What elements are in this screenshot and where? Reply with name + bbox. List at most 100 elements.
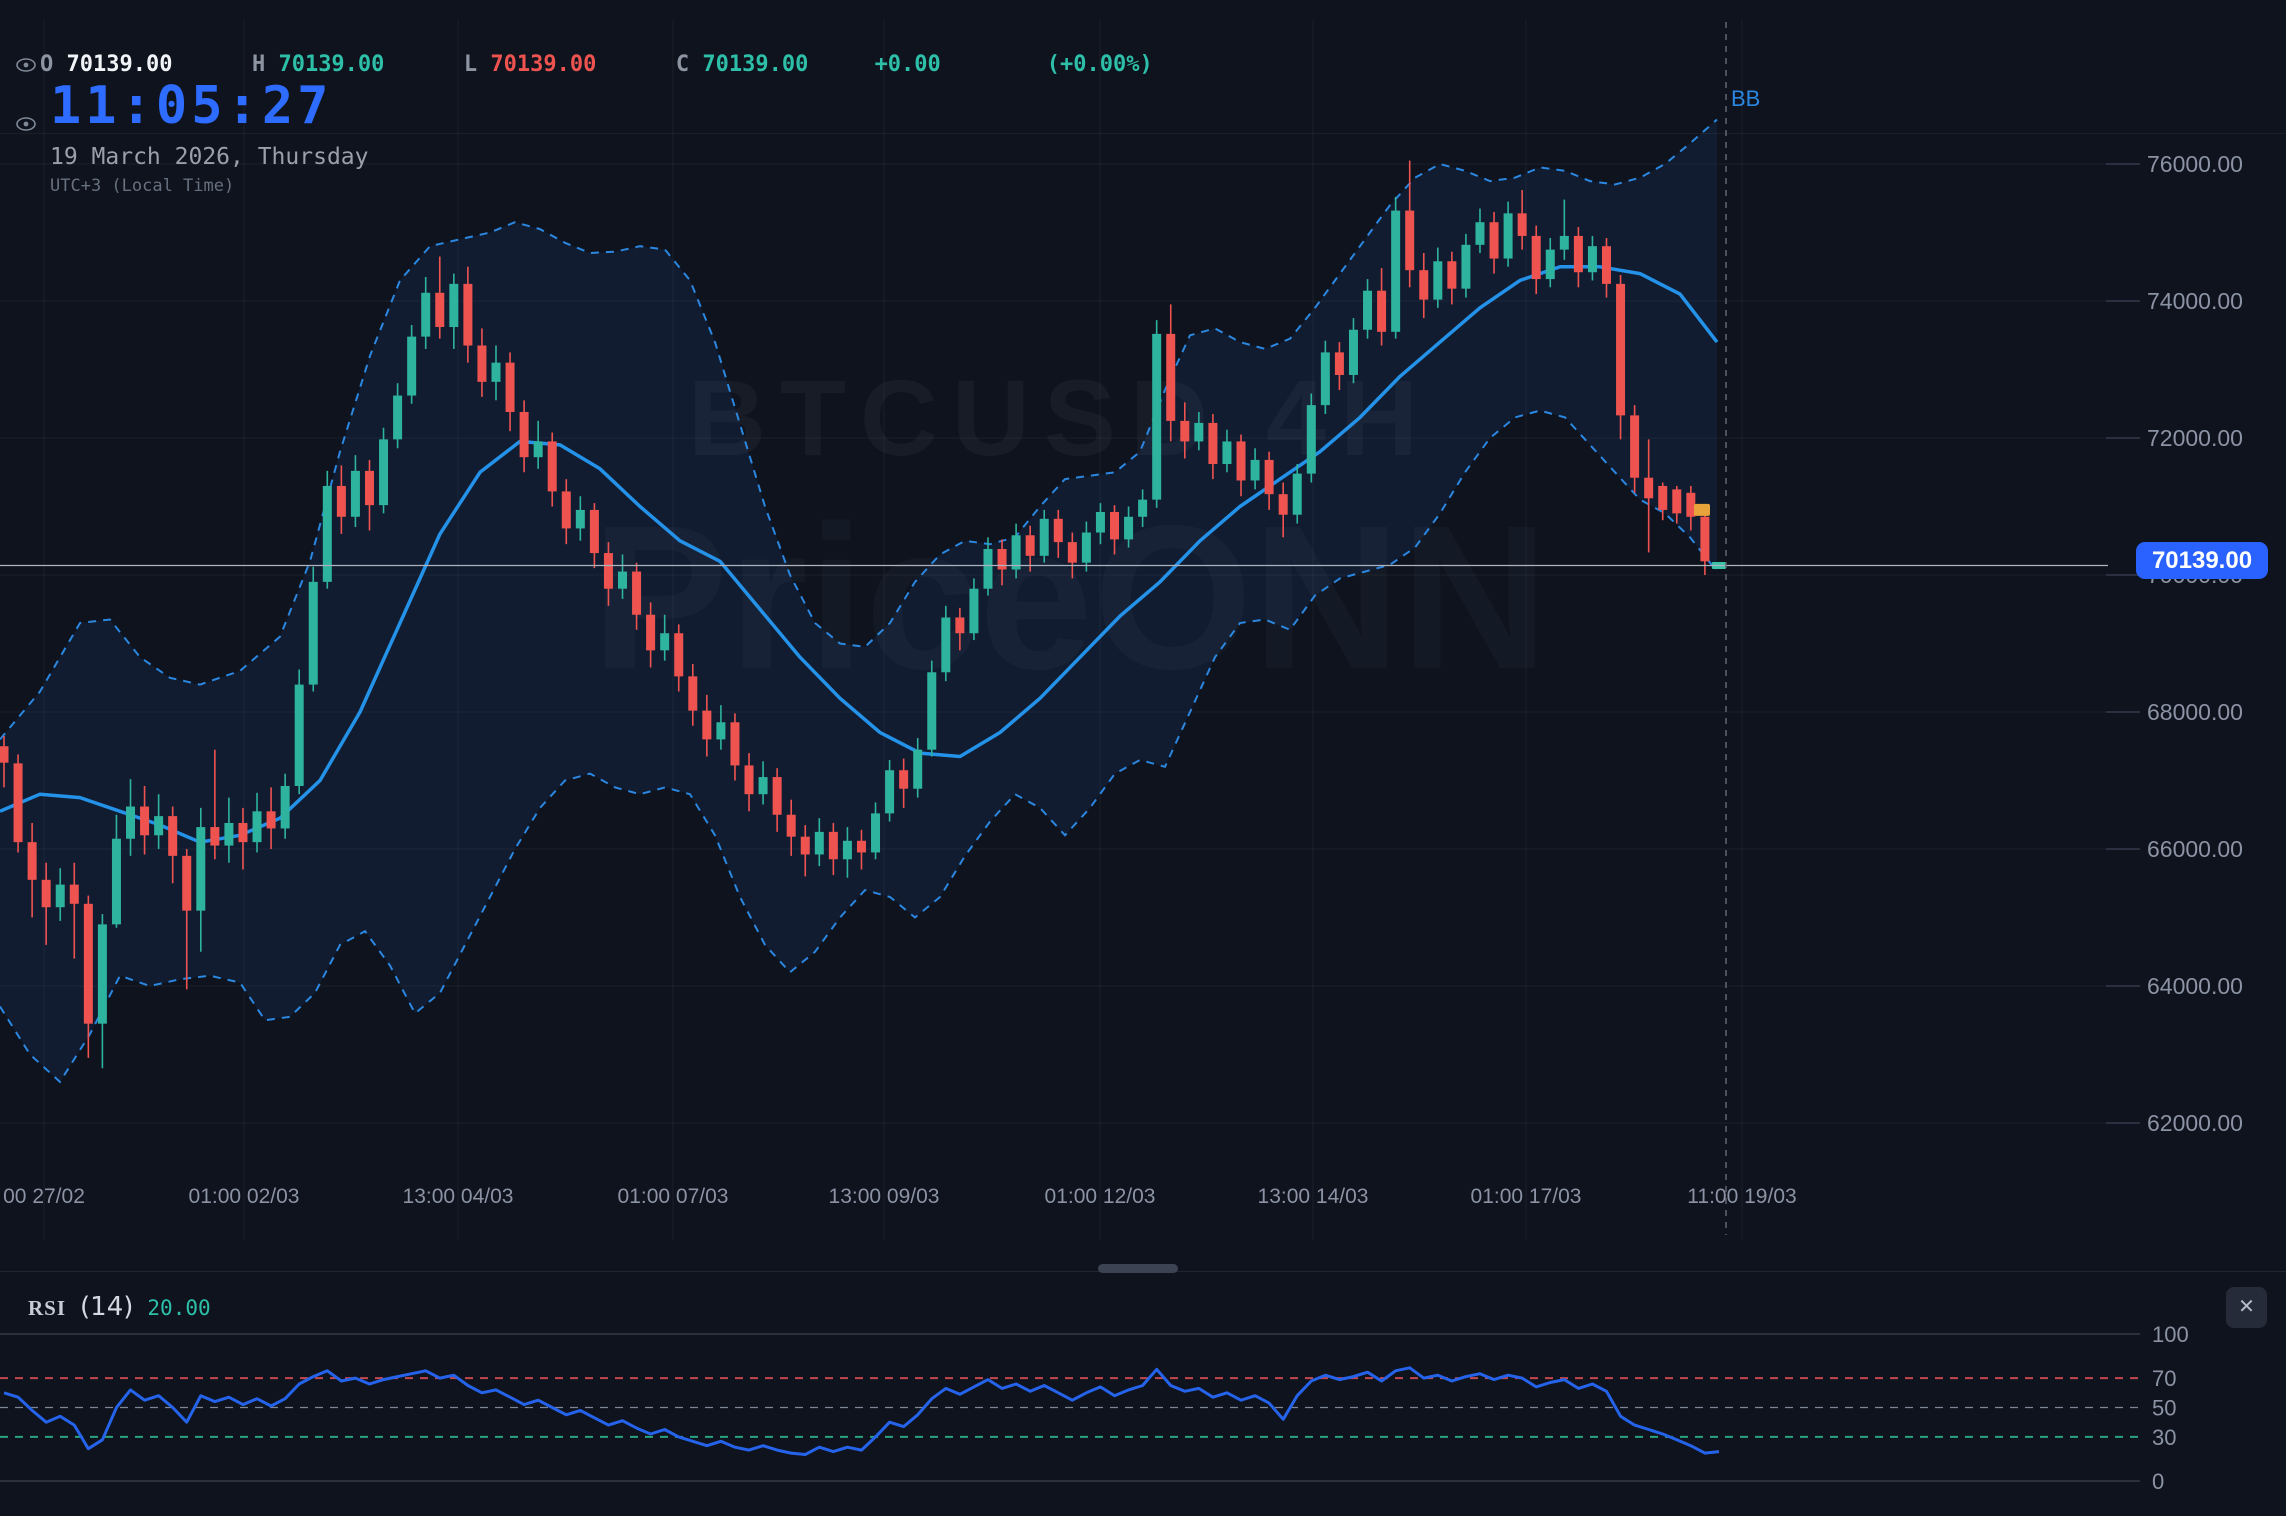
candle [1559,199,1569,260]
candle-body [435,292,445,328]
candle [702,694,712,757]
candle-body [393,395,403,440]
candle [350,455,360,528]
rsi-header: RSI (14) 20.00 [28,1292,211,1322]
candle [1166,304,1176,442]
candle [1419,253,1429,319]
candle-body [421,292,431,337]
candle-body [55,884,65,908]
candle-body [1658,485,1668,510]
candle-body [13,763,23,843]
candle-body [871,813,881,853]
visibility-eye-icon-2[interactable] [14,114,40,139]
candle-body [955,617,965,634]
candle [1475,208,1485,254]
candle-body [660,633,670,651]
candle-body [280,785,290,829]
candle-body [83,903,93,1024]
candle [983,537,993,596]
candle-body [1025,535,1035,556]
candle-body [1180,420,1190,442]
rsi-level-label: 70 [2152,1366,2176,1391]
candle-body [196,827,206,911]
candle-body [1377,290,1387,332]
candle-body [407,336,417,396]
candle [1601,237,1611,298]
candle [294,669,304,795]
candle-body [154,816,164,836]
candle [364,459,374,531]
candle-body [1095,511,1105,533]
candle-body [1587,246,1597,273]
candle [589,503,599,569]
candle [842,827,852,878]
candle [1334,342,1344,391]
candle-body [842,840,852,860]
candle-body [828,831,838,860]
low-label: L [463,52,478,77]
candle-body [913,749,923,789]
candle [688,664,698,726]
candle-body [1208,422,1218,465]
rsi-level-label: 30 [2152,1425,2176,1450]
candle-body [674,633,684,677]
high-value: 70139.00 [278,52,385,77]
candle-body [786,814,796,837]
rsi-close-button[interactable]: ✕ [2226,1287,2267,1328]
candle-body [772,777,782,815]
change-percent: (+0.00%) [1046,52,1153,77]
candle [266,787,276,849]
candle [1152,320,1162,508]
candle [1025,525,1035,572]
candle-body [1124,516,1134,540]
candle [646,602,656,668]
candle [1447,251,1457,305]
candle-body [1461,244,1471,289]
candle-body [1334,352,1344,375]
candle-body [97,924,107,1024]
candle [575,496,585,541]
candle [1587,235,1597,281]
candle [505,352,515,432]
time-label: 01:00 17/03 [1471,1185,1582,1208]
candle-body [1447,261,1457,289]
candle-body [969,588,979,634]
order-marker [1694,503,1710,516]
candle-body [1700,516,1710,562]
candle-body [603,553,613,589]
candle-body [1166,333,1176,421]
candle [463,266,473,363]
candle-body [379,439,389,506]
time-label: 13:00 09/03 [829,1185,940,1208]
candle [660,614,670,661]
candle-body [575,509,585,529]
pane-resize-handle[interactable] [1098,1264,1178,1273]
candle-body [1236,441,1246,481]
candle-body [1503,213,1513,259]
candle [1222,429,1232,473]
candle-body [1616,283,1626,416]
price-tick-label: 62000.00 [2147,1110,2243,1136]
candle [196,807,206,952]
candle [1292,464,1302,524]
candle-body [1011,535,1021,570]
candle [899,758,909,808]
candle [885,759,895,822]
candle [41,862,51,945]
candle [997,539,1007,586]
candle [561,479,571,545]
visibility-eye-icon[interactable] [14,55,40,75]
candle-body [533,441,543,458]
candle [533,420,543,469]
candle [1700,513,1710,575]
candle [1320,340,1330,415]
candle [1124,506,1134,548]
rsi-period: (14) [80,1292,134,1322]
price-tick-label: 64000.00 [2147,973,2243,999]
candle-body [1545,249,1555,280]
candle [491,345,501,401]
candle-body [1573,235,1583,273]
candle-body [983,548,993,589]
bollinger-band-label: BB [1731,86,1761,111]
